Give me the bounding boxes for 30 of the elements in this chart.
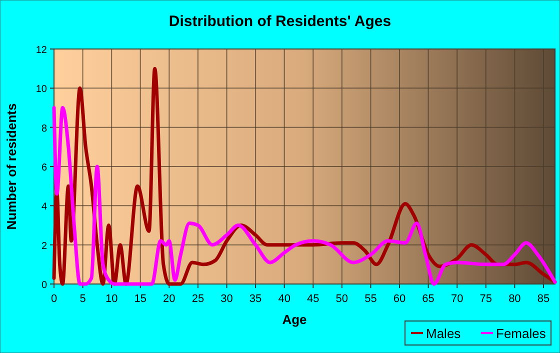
x-tick-label: 45 [307,293,320,305]
y-axis-title: Number of residents [4,103,19,230]
legend-label: Females [496,326,546,341]
x-tick-label: 50 [336,293,348,305]
y-tick-label: 4 [41,202,48,213]
x-tick-label: 10 [105,293,118,305]
x-tick-label: 30 [220,293,233,305]
y-tick-label: 2 [41,240,48,252]
x-tick-label: 35 [249,293,262,305]
x-tick-label: 60 [393,293,406,305]
x-tick-label: 55 [364,293,377,305]
x-tick-label: 85 [537,293,550,305]
x-tick-label: 20 [163,293,176,305]
x-tick-label: 80 [508,293,521,305]
y-tick-label: 10 [36,84,48,96]
x-axis-title: Age [282,312,307,327]
x-tick-label: 70 [450,293,464,305]
x-tick-label: 5 [80,293,86,305]
legend-label: Males [426,326,462,341]
x-tick-label: 0 [50,293,58,305]
chart-title: Distribution of Residents' Ages [168,13,392,30]
y-tick-label: 6 [41,162,48,174]
y-tick-label: 0 [41,280,48,291]
y-tick-label: 8 [41,123,48,134]
x-tick-label: 75 [480,293,492,305]
y-tick-label: 12 [36,45,48,56]
x-tick-label: 40 [278,293,290,305]
x-tick-label: 25 [192,293,204,305]
x-tick-label: 15 [134,293,147,305]
x-tick-label: 65 [422,293,434,305]
